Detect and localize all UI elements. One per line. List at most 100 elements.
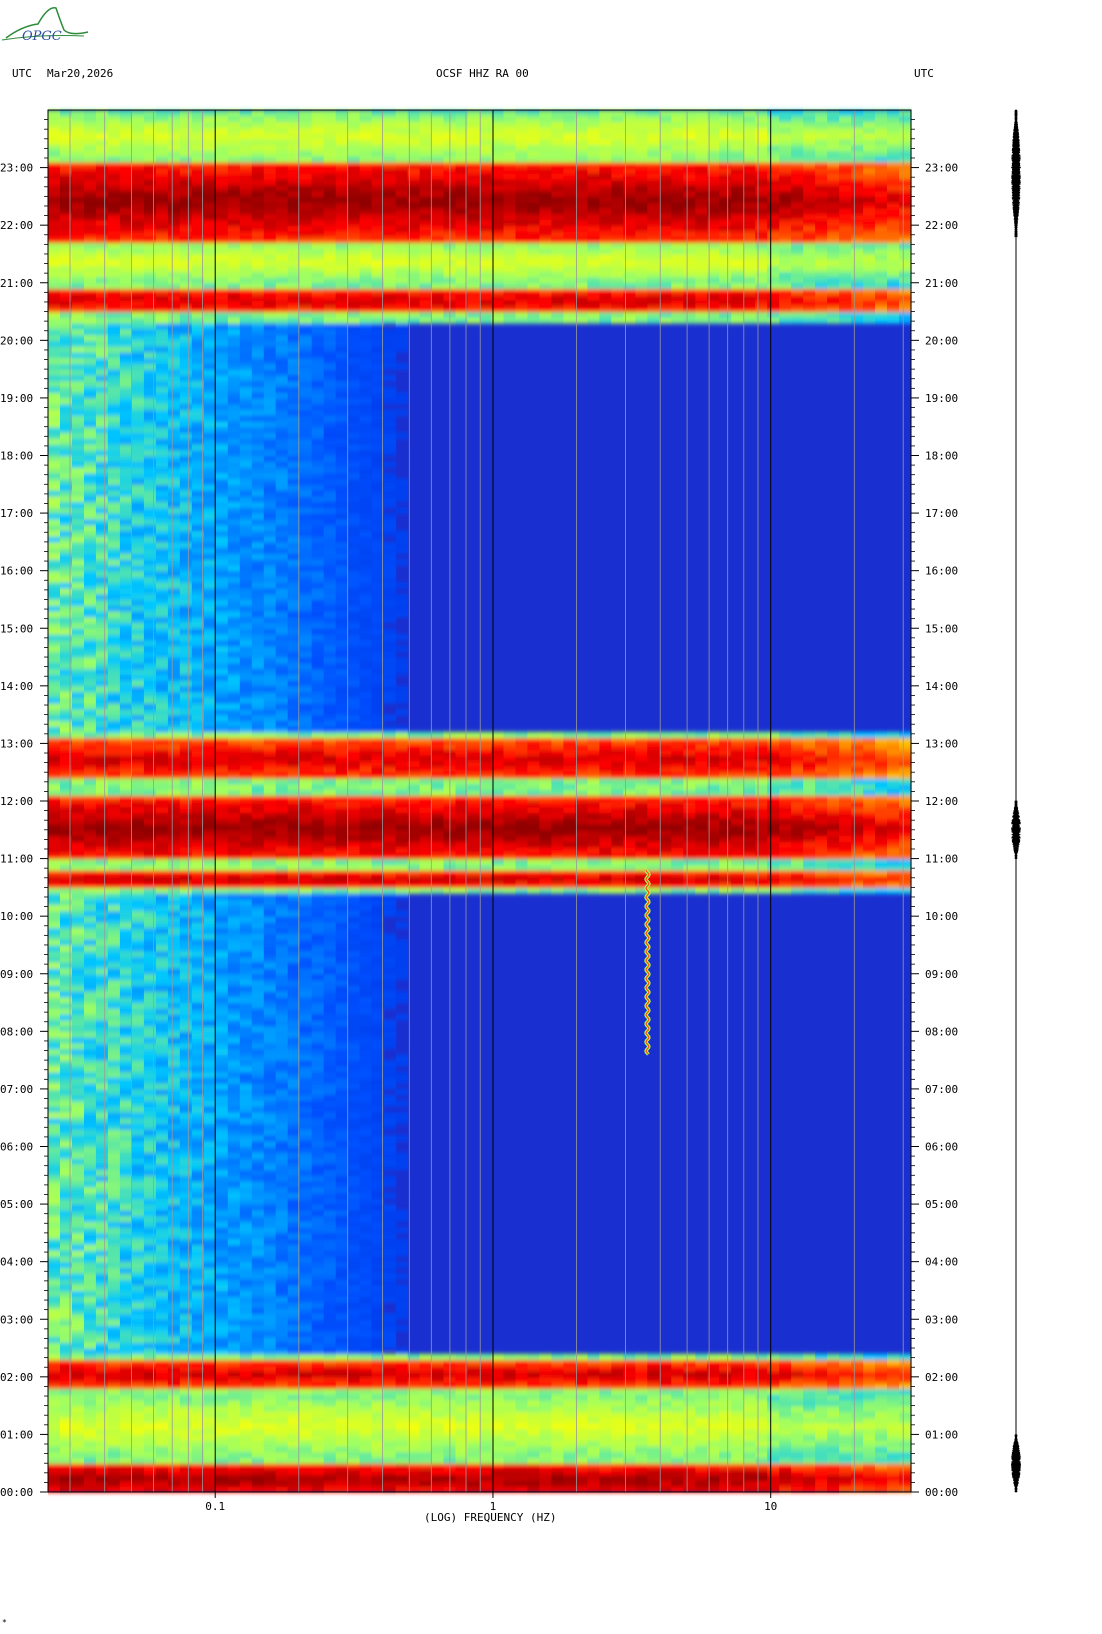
heatmap-cell (107, 985, 121, 992)
heatmap-cell (347, 1186, 361, 1194)
heatmap-cell (623, 1440, 636, 1447)
heatmap-cell (395, 1284, 409, 1292)
heatmap-cell (395, 996, 409, 1004)
heatmap-cell (263, 1140, 277, 1148)
heatmap-cell (131, 1394, 145, 1401)
heatmap-cell (191, 1290, 205, 1297)
heatmap-cell (167, 1290, 181, 1297)
heatmap-cell (623, 875, 636, 883)
heatmap-cell (263, 1215, 277, 1222)
heatmap-cell (371, 898, 385, 906)
heatmap-cell (743, 841, 756, 848)
heatmap-cell (155, 1106, 169, 1113)
heatmap-cell (311, 1250, 325, 1257)
heatmap-cell (191, 916, 205, 923)
heatmap-cell (371, 1428, 385, 1436)
heatmap-cell (179, 1186, 193, 1194)
heatmap-cell (179, 1158, 193, 1165)
heatmap-cell (155, 1422, 169, 1430)
heatmap-cell (155, 1480, 169, 1487)
heatmap-cell (827, 829, 840, 837)
heatmap-cell (107, 1019, 121, 1027)
heatmap-cell (84, 1123, 97, 1130)
heatmap-cell (731, 1480, 744, 1487)
heatmap-cell (227, 875, 241, 883)
heatmap-cell (743, 1451, 756, 1459)
heatmap-cell (851, 1480, 864, 1487)
heatmap-cell (287, 1388, 301, 1395)
heatmap-cell (239, 858, 253, 865)
heatmap-cell (371, 1071, 385, 1078)
heatmap-cell (179, 881, 193, 888)
heatmap-cell (95, 985, 109, 992)
heatmap-cell (48, 1209, 61, 1217)
heatmap-cell (635, 1376, 648, 1384)
heatmap-cell (251, 887, 265, 894)
heatmap-cell (755, 881, 768, 888)
heatmap-cell (287, 1434, 301, 1441)
heatmap-cell (287, 1129, 301, 1136)
heatmap-cell (215, 1008, 229, 1015)
heatmap-cell (84, 1031, 97, 1038)
heatmap-cell (383, 1181, 397, 1188)
heatmap-cell (143, 1025, 157, 1032)
heatmap-cell (155, 1382, 169, 1389)
heatmap-cell (131, 1002, 145, 1009)
heatmap-cell (239, 962, 253, 969)
heatmap-cell (203, 1388, 217, 1395)
heatmap-cell (107, 824, 121, 831)
heatmap-cell (719, 1469, 732, 1476)
heatmap-cell (84, 1267, 97, 1274)
heatmap-cell (60, 1158, 73, 1165)
heatmap-cell (107, 910, 121, 917)
heatmap-cell (107, 979, 121, 986)
heatmap-cell (239, 904, 253, 911)
heatmap-cell (215, 1112, 229, 1119)
heatmap-cell (527, 1371, 540, 1378)
heatmap-cell (287, 1278, 301, 1286)
heatmap-cell (227, 1158, 241, 1165)
heatmap-cell (203, 996, 217, 1004)
heatmap-cell (203, 1463, 217, 1470)
heatmap-cell (551, 1353, 564, 1361)
heatmap-cell (155, 1019, 169, 1027)
heatmap-cell (60, 881, 73, 888)
heatmap-cell (647, 847, 660, 854)
heatmap-cell (383, 1094, 397, 1102)
heatmap-cell (95, 1186, 109, 1194)
heatmap-cell (335, 841, 349, 848)
heatmap-cell (179, 1215, 193, 1222)
heatmap-cell (755, 1388, 768, 1395)
heatmap-cell (347, 1342, 361, 1349)
heatmap-cell (143, 824, 157, 831)
heatmap-cell (359, 985, 373, 992)
heatmap-cell (863, 1445, 876, 1453)
heatmap-cell (95, 1163, 109, 1171)
heatmap-cell (563, 1440, 576, 1447)
heatmap-cell (251, 1198, 265, 1205)
heatmap-cell (491, 1382, 505, 1389)
heatmap-cell (323, 1204, 337, 1211)
heatmap-cell (251, 1181, 265, 1188)
heatmap-cell (131, 1278, 145, 1286)
heatmap-cell (455, 1463, 469, 1470)
heatmap-cell (335, 824, 349, 831)
heatmap-cell (359, 1204, 373, 1211)
heatmap-cell (143, 1071, 157, 1078)
heatmap-cell (287, 904, 301, 911)
heatmap-cell (335, 1227, 349, 1234)
heatmap-cell (119, 945, 133, 952)
heatmap-cell (587, 1405, 600, 1412)
heatmap-cell (227, 1307, 241, 1315)
heatmap-cell (251, 1083, 265, 1090)
heatmap-cell (95, 1278, 109, 1286)
heatmap-cell (119, 1014, 133, 1021)
heatmap-cell (107, 1261, 121, 1269)
heatmap-cell (263, 1019, 277, 1027)
heatmap-cell (227, 1094, 241, 1102)
heatmap-cell (347, 1250, 361, 1257)
heatmap-cell (419, 1428, 433, 1436)
heatmap-cell (215, 1255, 229, 1263)
heatmap-cell (707, 1451, 720, 1459)
heatmap-cell (48, 1060, 61, 1067)
